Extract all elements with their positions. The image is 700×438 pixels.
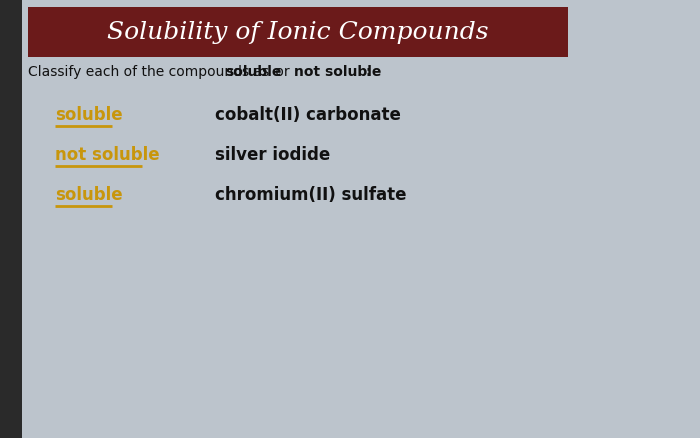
Text: not soluble: not soluble [294, 65, 382, 79]
Text: :: : [365, 65, 371, 79]
Text: Solubility of Ionic Compounds: Solubility of Ionic Compounds [107, 21, 489, 44]
Text: chromium(II) sulfate: chromium(II) sulfate [215, 186, 407, 204]
Text: soluble: soluble [225, 65, 281, 79]
Text: Classify each of the compounds as: Classify each of the compounds as [28, 65, 274, 79]
Text: soluble: soluble [55, 186, 122, 204]
Text: or: or [271, 65, 294, 79]
Bar [28, 8, 568, 58]
Bar [0, 0, 22, 438]
Text: not soluble: not soluble [55, 146, 160, 164]
Text: cobalt(II) carbonate: cobalt(II) carbonate [215, 106, 401, 124]
Text: soluble: soluble [55, 106, 122, 124]
Text: silver iodide: silver iodide [215, 146, 330, 164]
